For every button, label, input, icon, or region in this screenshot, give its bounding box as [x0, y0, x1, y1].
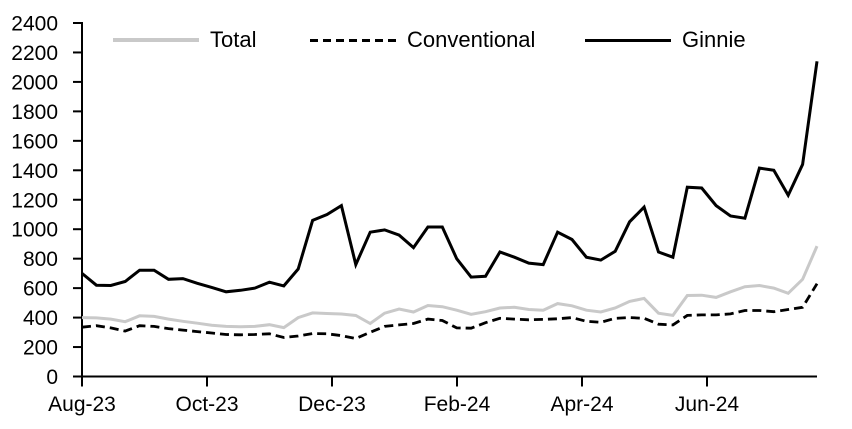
y-axis-tick-label: 0 [46, 366, 58, 389]
y-axis-tick-label: 1400 [11, 160, 58, 183]
legend-label-ginnie: Ginnie [682, 27, 746, 52]
total-line-sample-icon [113, 38, 199, 42]
legend-item-total: Total [113, 27, 256, 53]
chart-legend: Total Conventional Ginnie [0, 0, 852, 60]
y-axis-tick-label: 1800 [11, 101, 58, 124]
y-axis-tick-label: 1200 [11, 189, 58, 212]
y-axis-tick-label: 1000 [11, 219, 58, 242]
x-axis-tick-label: Aug-23 [48, 393, 116, 416]
y-axis-tick-label: 2400 [11, 13, 58, 36]
legend-item-conventional: Conventional [310, 27, 535, 53]
legend-label-total: Total [210, 27, 257, 52]
series-line-conventional [81, 282, 819, 340]
y-axis-tick-label: 1600 [11, 130, 58, 153]
legend-item-ginnie: Ginnie [585, 27, 746, 53]
y-axis-tick-label: 800 [23, 248, 58, 271]
x-axis-tick-label: Dec-23 [298, 393, 366, 416]
series-line-total [81, 245, 819, 330]
x-axis-tick-label: Apr-24 [550, 393, 613, 416]
x-axis-tick-label: Feb-24 [424, 393, 491, 416]
y-axis-tick-label: 200 [23, 337, 58, 360]
y-axis-tick-label: 2200 [11, 42, 58, 65]
ginnie-line-sample-icon [585, 38, 671, 42]
axes [81, 22, 817, 378]
legend-label-conventional: Conventional [407, 27, 536, 52]
y-axis-tick-label: 400 [23, 307, 58, 330]
y-axis-tick-label: 2000 [11, 71, 58, 94]
x-axis-tick-label: Jun-24 [675, 393, 740, 416]
y-axis-tick-label: 600 [23, 278, 58, 301]
series-line-ginnie [81, 61, 819, 294]
conventional-dashed-line-sample-icon [310, 38, 396, 42]
x-axis-tick-label: Oct-23 [175, 393, 238, 416]
